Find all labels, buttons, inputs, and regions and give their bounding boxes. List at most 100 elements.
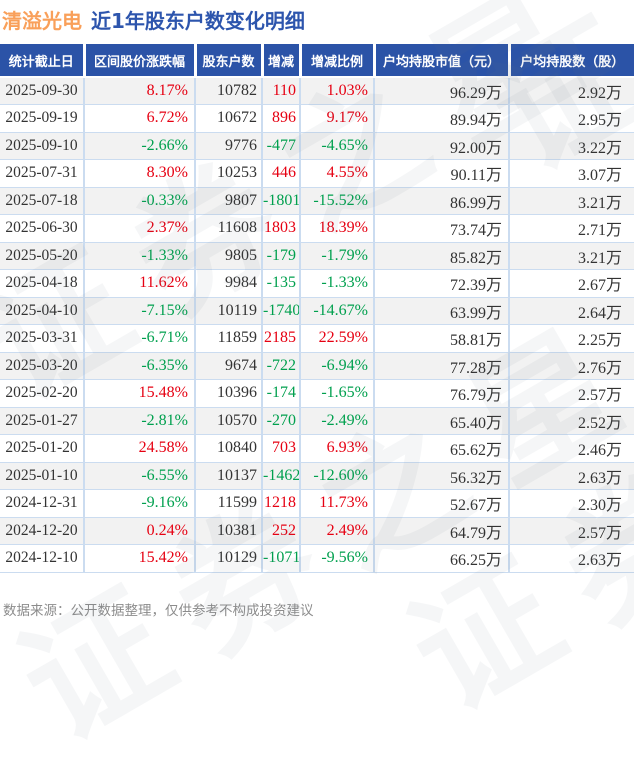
cell-avg-shares: 2.64万 [509, 297, 634, 325]
cell-holders: 10253 [195, 160, 262, 188]
cell-change-pct: -2.66% [84, 132, 195, 160]
cell-avg-value: 64.79万 [374, 517, 509, 545]
cell-date: 2024-12-31 [0, 490, 84, 518]
cell-avg-shares: 3.21万 [509, 242, 634, 270]
cell-change-pct: -6.71% [84, 325, 195, 353]
cell-change-pct: 8.30% [84, 160, 195, 188]
cell-date: 2025-07-18 [0, 187, 84, 215]
cell-holders: 11599 [195, 490, 262, 518]
cell-change-pct: 24.58% [84, 435, 195, 463]
column-header-5: 户均持股市值（元） [374, 44, 509, 77]
column-header-1: 区间股价涨跌幅 [84, 44, 195, 77]
cell-avg-shares: 2.25万 [509, 325, 634, 353]
cell-avg-value: 86.99万 [374, 187, 509, 215]
cell-delta-pct: 18.39% [300, 215, 374, 243]
cell-change-pct: -1.33% [84, 242, 195, 270]
cell-date: 2025-09-10 [0, 132, 84, 160]
cell-delta: 252 [262, 517, 300, 545]
cell-change-pct: -0.33% [84, 187, 195, 215]
cell-avg-value: 73.74万 [374, 215, 509, 243]
cell-holders: 9807 [195, 187, 262, 215]
cell-delta: 703 [262, 435, 300, 463]
cell-holders: 10672 [195, 105, 262, 133]
cell-avg-value: 90.11万 [374, 160, 509, 188]
cell-date: 2024-12-20 [0, 517, 84, 545]
column-header-2: 股东户数 [195, 44, 262, 77]
cell-date: 2025-01-20 [0, 435, 84, 463]
cell-avg-value: 58.81万 [374, 325, 509, 353]
cell-delta: -179 [262, 242, 300, 270]
column-header-0: 统计截止日 [0, 44, 84, 77]
cell-avg-shares: 2.57万 [509, 380, 634, 408]
cell-delta-pct: 22.59% [300, 325, 374, 353]
cell-delta: 896 [262, 105, 300, 133]
cell-avg-shares: 3.22万 [509, 132, 634, 160]
cell-avg-shares: 2.63万 [509, 545, 634, 573]
cell-delta: -477 [262, 132, 300, 160]
cell-delta-pct: -6.94% [300, 352, 374, 380]
cell-delta: 2185 [262, 325, 300, 353]
cell-delta: -1071 [262, 545, 300, 573]
cell-change-pct: 2.37% [84, 215, 195, 243]
cell-change-pct: -2.81% [84, 407, 195, 435]
cell-date: 2025-03-31 [0, 325, 84, 353]
cell-delta: -1462 [262, 462, 300, 490]
cell-avg-shares: 2.30万 [509, 490, 634, 518]
cell-avg-shares: 2.92万 [509, 77, 634, 105]
cell-change-pct: 11.62% [84, 270, 195, 298]
cell-holders: 10396 [195, 380, 262, 408]
cell-avg-value: 66.25万 [374, 545, 509, 573]
cell-holders: 9674 [195, 352, 262, 380]
cell-delta: 110 [262, 77, 300, 105]
cell-change-pct: 8.17% [84, 77, 195, 105]
cell-holders: 10381 [195, 517, 262, 545]
column-header-4: 增减比例 [300, 44, 374, 77]
cell-delta: -270 [262, 407, 300, 435]
cell-avg-shares: 2.63万 [509, 462, 634, 490]
cell-holders: 9776 [195, 132, 262, 160]
page-title-text: 近1年股东户数变化明细 [91, 9, 305, 33]
cell-delta: 1218 [262, 490, 300, 518]
cell-date: 2025-05-20 [0, 242, 84, 270]
cell-delta-pct: -14.67% [300, 297, 374, 325]
cell-change-pct: -9.16% [84, 490, 195, 518]
cell-date: 2025-03-20 [0, 352, 84, 380]
cell-avg-shares: 2.67万 [509, 270, 634, 298]
cell-avg-shares: 3.21万 [509, 187, 634, 215]
cell-holders: 10129 [195, 545, 262, 573]
cell-delta-pct: -15.52% [300, 187, 374, 215]
cell-delta-pct: -12.60% [300, 462, 374, 490]
cell-delta-pct: 11.73% [300, 490, 374, 518]
cell-delta: 1803 [262, 215, 300, 243]
cell-holders: 10840 [195, 435, 262, 463]
cell-delta: -135 [262, 270, 300, 298]
cell-holders: 11859 [195, 325, 262, 353]
cell-change-pct: 6.72% [84, 105, 195, 133]
cell-date: 2025-07-31 [0, 160, 84, 188]
cell-delta-pct: 4.55% [300, 160, 374, 188]
cell-delta: -174 [262, 380, 300, 408]
cell-avg-value: 63.99万 [374, 297, 509, 325]
cell-change-pct: 0.24% [84, 517, 195, 545]
cell-holders: 11608 [195, 215, 262, 243]
cell-avg-shares: 3.07万 [509, 160, 634, 188]
page-title: 清溢光电近1年股东户数变化明细 [2, 5, 305, 34]
cell-date: 2025-09-19 [0, 105, 84, 133]
cell-delta-pct: 9.17% [300, 105, 374, 133]
cell-avg-value: 65.62万 [374, 435, 509, 463]
table-header: 统计截止日区间股价涨跌幅股东户数增减增减比例户均持股市值（元）户均持股数（股） [0, 44, 634, 77]
cell-delta-pct: -1.79% [300, 242, 374, 270]
cell-avg-value: 92.00万 [374, 132, 509, 160]
